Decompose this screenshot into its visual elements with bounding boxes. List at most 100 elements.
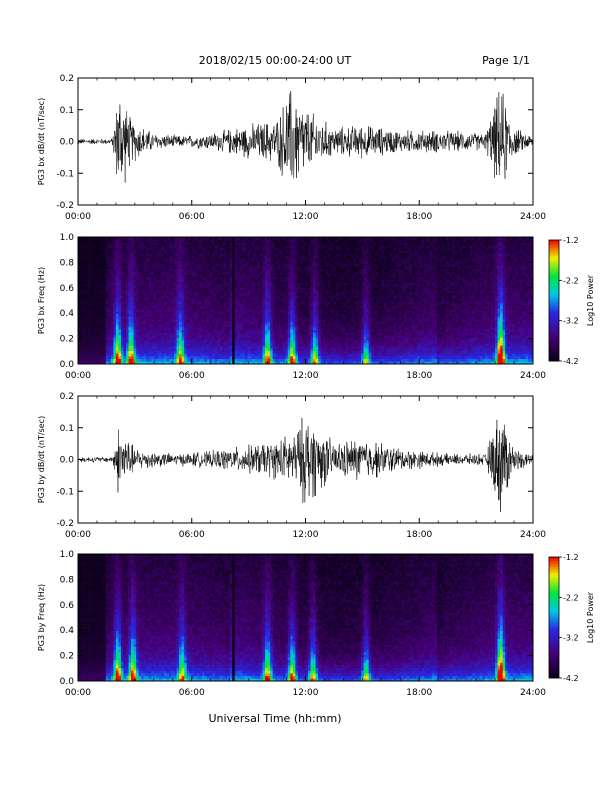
spectrogram-cell xyxy=(194,292,198,296)
spectrogram-cell xyxy=(184,237,187,240)
spectrogram-cell xyxy=(333,321,337,325)
spectrogram-cell xyxy=(93,268,96,272)
spectrogram-cell xyxy=(115,252,119,256)
spectrogram-cell xyxy=(239,329,243,333)
spectrogram-cell xyxy=(133,271,137,275)
spectrogram-cell xyxy=(141,353,145,357)
spectrogram-cell xyxy=(237,350,241,354)
spectrogram-cell xyxy=(211,326,215,330)
spectrogram-cell xyxy=(285,297,289,301)
spectrogram-cell xyxy=(113,324,117,328)
spectrogram-cell xyxy=(148,287,152,291)
spectrogram-cell xyxy=(209,292,213,296)
spectrogram-cell xyxy=(320,311,324,315)
spectrogram-cell xyxy=(234,260,238,264)
spectrogram-cell xyxy=(232,326,236,330)
spectrogram-cell xyxy=(272,266,276,270)
spectrogram-cell xyxy=(249,252,253,256)
spectrogram-cell xyxy=(83,279,86,283)
spectrogram-cell xyxy=(310,239,314,243)
spectrogram-cell xyxy=(138,258,142,262)
spectrogram-cell xyxy=(254,313,258,317)
spectrogram-cell xyxy=(138,342,142,346)
spectrogram-cell xyxy=(105,297,109,301)
spectrogram-cell xyxy=(196,289,200,293)
spectrogram-cell xyxy=(151,239,155,243)
spectrogram-cell xyxy=(131,276,134,280)
spectrogram-cell xyxy=(186,276,190,280)
spectrogram-cell xyxy=(80,274,84,277)
spectrogram-cell xyxy=(120,342,124,346)
spectrogram-cell xyxy=(257,271,261,275)
spectrogram-cell xyxy=(313,255,316,259)
spectrogram-cell xyxy=(232,295,236,299)
spectrogram-cell xyxy=(126,321,129,325)
spectrogram-cell xyxy=(290,329,294,333)
spectrogram-cell xyxy=(244,356,248,360)
spectrogram-cell xyxy=(166,308,170,312)
spectrogram-cell xyxy=(184,334,187,338)
spectrogram-cell xyxy=(105,361,109,365)
spectrogram-cell xyxy=(176,326,180,330)
spectrogram-cell xyxy=(83,326,86,330)
spectrogram-cell xyxy=(115,271,119,275)
spectrogram-cell xyxy=(227,244,230,248)
spectrogram-cell xyxy=(83,313,86,317)
spectrogram-cell xyxy=(176,342,180,346)
spectrogram-cell xyxy=(146,276,150,280)
spectrogram-cell xyxy=(280,361,284,365)
spectrogram-cell xyxy=(161,247,165,251)
spectrogram-cell xyxy=(318,258,321,262)
spectrogram-cell xyxy=(110,308,114,312)
spectrogram-cell xyxy=(214,348,218,352)
spectrogram-cell xyxy=(163,276,167,280)
spectrogram-cell xyxy=(196,297,200,301)
spectrogram-cell xyxy=(153,350,157,354)
spectrogram-cell xyxy=(98,342,102,346)
spectrogram-cell xyxy=(143,255,147,259)
spectrogram-cell xyxy=(131,332,134,336)
spectrogram-cell xyxy=(204,337,208,341)
spectrogram-cell xyxy=(78,334,81,338)
spectrogram-cell xyxy=(131,321,134,325)
spectrogram-cell xyxy=(194,361,198,365)
spectrogram-cell xyxy=(118,329,122,333)
spectrogram-cell xyxy=(169,305,172,309)
spectrogram-cell xyxy=(194,345,198,349)
spectrogram-cell xyxy=(153,342,157,346)
spectrogram-cell xyxy=(118,340,122,344)
spectrogram-cell xyxy=(103,334,107,338)
spectrogram-cell xyxy=(120,348,124,352)
spectrogram-cell xyxy=(280,300,284,304)
spectrogram-cell xyxy=(270,297,273,301)
spectrogram-cell xyxy=(287,266,291,270)
spectrogram-cell xyxy=(186,247,190,251)
spectrogram-cell xyxy=(267,255,271,259)
spectrogram-cell xyxy=(318,287,321,291)
spectrogram-cell xyxy=(260,284,263,288)
spectrogram-cell xyxy=(318,250,321,254)
spectrogram-cell xyxy=(325,345,329,349)
spectrogram-cell xyxy=(95,340,99,344)
spectrogram-cell xyxy=(305,295,309,299)
spectrogram-cell xyxy=(254,284,258,288)
spectrogram-cell xyxy=(282,281,286,285)
spectrogram-cell xyxy=(171,356,175,360)
spectrogram-cell xyxy=(204,313,208,317)
spectrogram-cell xyxy=(320,319,324,322)
spectrogram-cell xyxy=(128,268,132,272)
spectrogram-cell xyxy=(229,329,233,333)
spectrogram-cell xyxy=(300,266,304,270)
spectrogram-cell xyxy=(141,263,145,267)
spectrogram-cell xyxy=(211,361,215,365)
spectrogram-cell xyxy=(83,340,86,344)
spectrogram-cell xyxy=(199,239,203,243)
spectrogram-cell xyxy=(126,255,129,259)
spectrogram-cell xyxy=(249,340,253,344)
spectrogram-cell xyxy=(330,250,334,254)
spectrogram-cell xyxy=(295,313,299,317)
spectrogram-cell xyxy=(254,279,258,283)
spectrogram-cell xyxy=(138,353,142,357)
spectrogram-cell xyxy=(320,350,324,354)
spectrogram-cell xyxy=(196,295,200,299)
